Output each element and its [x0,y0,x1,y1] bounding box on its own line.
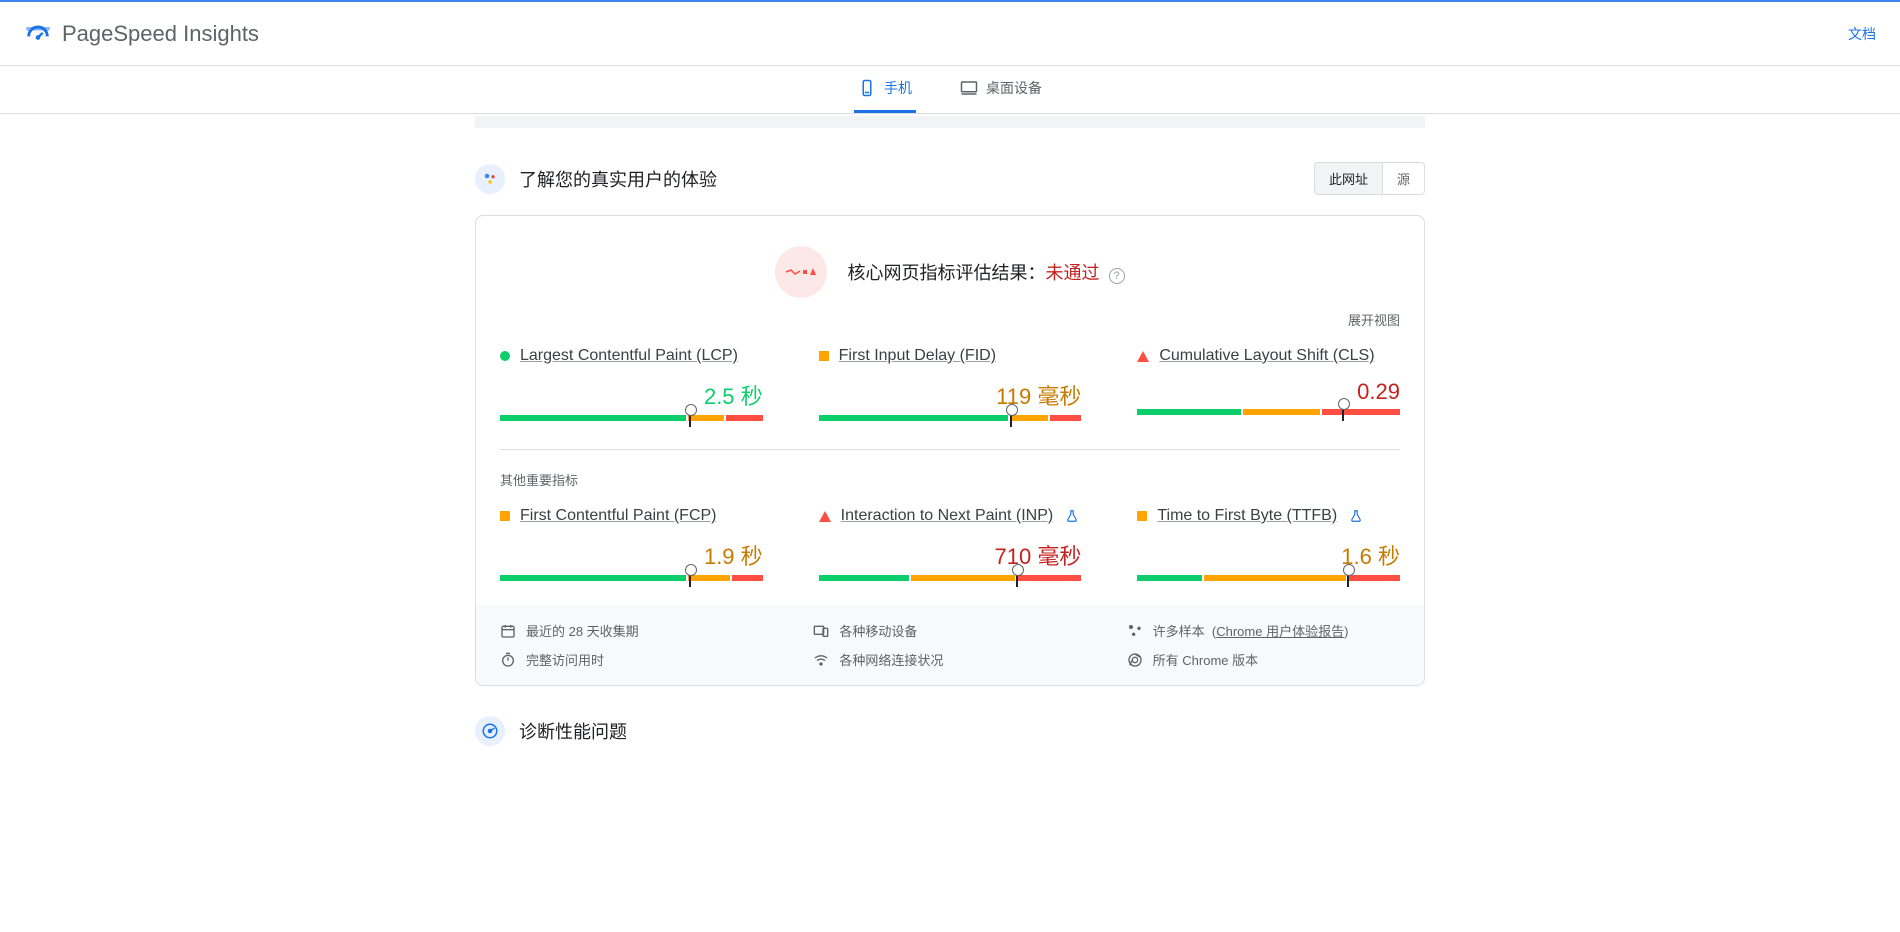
metric-lcp: Largest Contentful Paint (LCP) 2.5 秒 [500,347,763,421]
status-poor-icon [819,511,831,522]
scope-toggle: 此网址 源 [1314,162,1425,195]
status-good-icon [500,351,510,361]
metric-fcp-name[interactable]: First Contentful Paint (FCP) [520,507,717,525]
metric-lcp-name[interactable]: Largest Contentful Paint (LCP) [520,347,738,365]
desktop-icon [960,79,978,97]
experience-title: 了解您的真实用户的体验 [519,166,717,192]
expand-view-link[interactable]: 展开视图 [500,310,1400,329]
assessment-text: 核心网页指标评估结果：未通过 ? [847,259,1124,285]
metric-ttfb: Time to First Byte (TTFB) 1.6 秒 [1137,507,1400,581]
main-header: PageSpeed Insights 文档 [0,2,1900,66]
status-poor-icon [1137,351,1149,362]
card-footer: 最近的 28 天收集期 各种移动设备 许多样本 (Chrome 用户体验报告) … [476,605,1424,685]
footer-session: 完整访问用时 [500,650,773,669]
header-title: PageSpeed Insights [62,21,259,47]
docs-link[interactable]: 文档 [1848,24,1876,44]
metric-cls-bar [1137,409,1400,415]
samples-icon [1127,623,1143,639]
metric-cls-name[interactable]: Cumulative Layout Shift (CLS) [1159,347,1374,365]
diagnose-badge-icon [475,716,505,746]
calendar-icon [500,623,516,639]
help-icon[interactable]: ? [1109,268,1125,284]
status-warn-icon [819,351,829,361]
content-area: 了解您的真实用户的体验 此网址 源 核心网页指标评估结果：未通过 ? [455,116,1445,746]
metric-cls-value: 0.29 [1137,379,1400,405]
header-left: PageSpeed Insights [24,20,259,48]
footer-devices: 各种移动设备 [813,621,1086,640]
metric-fid: First Input Delay (FID) 119 毫秒 [819,347,1082,421]
metric-ttfb-bar [1137,575,1400,581]
footer-network: 各种网络连接状况 [813,650,1086,669]
chrome-icon [1127,652,1143,668]
metric-fcp: First Contentful Paint (FCP) 1.9 秒 [500,507,763,581]
diagnose-section-header: 诊断性能问题 [475,716,1425,746]
core-metrics-grid: Largest Contentful Paint (LCP) 2.5 秒 Fir… [500,347,1400,450]
mobile-icon [858,79,876,97]
metric-inp-bar [819,575,1082,581]
metric-lcp-bar [500,415,763,421]
experimental-icon [1349,509,1363,523]
toggle-origin[interactable]: 源 [1383,162,1425,195]
other-metrics-label: 其他重要指标 [500,470,1400,489]
core-web-vitals-card: 核心网页指标评估结果：未通过 ? 展开视图 Largest Contentful… [475,215,1425,686]
status-warn-icon [1137,511,1147,521]
metric-fcp-value: 1.9 秒 [500,539,763,571]
footer-period: 最近的 28 天收集期 [500,621,773,640]
pagespeed-logo-icon [24,20,52,48]
experience-section-header: 了解您的真实用户的体验 此网址 源 [475,162,1425,195]
assessment-fail-icon [775,246,827,298]
metric-inp-name[interactable]: Interaction to Next Paint (INP) [841,507,1054,525]
device-tabs: 手机 桌面设备 [0,66,1900,114]
metric-lcp-value: 2.5 秒 [500,379,763,411]
footer-samples: 许多样本 (Chrome 用户体验报告) [1127,621,1400,640]
tab-mobile[interactable]: 手机 [854,66,916,113]
tab-mobile-label: 手机 [884,78,912,98]
experimental-icon [1065,509,1079,523]
metric-fid-name[interactable]: First Input Delay (FID) [839,347,996,365]
tab-desktop-label: 桌面设备 [986,78,1042,98]
crux-report-link[interactable]: Chrome 用户体验报告 [1216,624,1344,639]
diagnose-title: 诊断性能问题 [519,718,627,744]
metric-cls: Cumulative Layout Shift (CLS) 0.29 [1137,347,1400,421]
metric-fid-value: 119 毫秒 [819,379,1082,411]
metric-ttfb-name[interactable]: Time to First Byte (TTFB) [1157,507,1337,525]
footer-chrome: 所有 Chrome 版本 [1127,650,1400,669]
assessment-row: 核心网页指标评估结果：未通过 ? [500,246,1400,298]
timer-icon [500,652,516,668]
metric-inp-value: 710 毫秒 [819,539,1082,571]
assessment-prefix: 核心网页指标评估结果： [847,263,1045,283]
wifi-icon [813,652,829,668]
metric-fid-bar [819,415,1082,421]
metric-ttfb-value: 1.6 秒 [1137,539,1400,571]
toggle-this-url[interactable]: 此网址 [1314,162,1383,195]
experience-badge-icon [475,164,505,194]
truncated-previous-content [475,116,1425,128]
tab-desktop[interactable]: 桌面设备 [956,66,1046,113]
devices-icon [813,623,829,639]
other-metrics-grid: First Contentful Paint (FCP) 1.9 秒 Inter… [500,507,1400,605]
status-warn-icon [500,511,510,521]
metric-fcp-bar [500,575,763,581]
assessment-status: 未通过 [1045,263,1099,283]
metric-inp: Interaction to Next Paint (INP) 710 毫秒 [819,507,1082,581]
